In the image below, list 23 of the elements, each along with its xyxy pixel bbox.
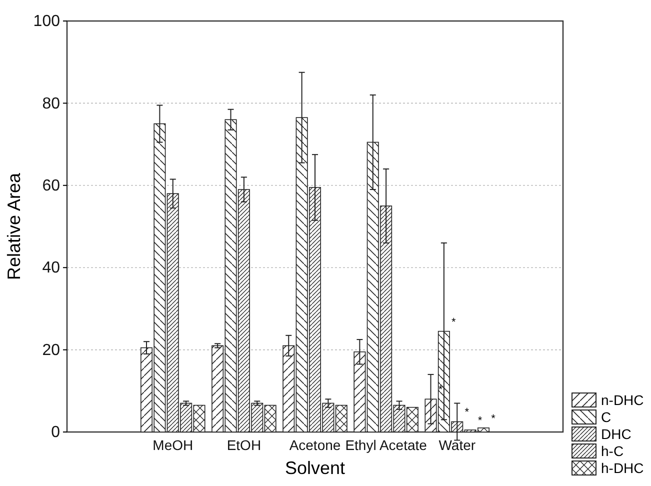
x-axis-title: Solvent xyxy=(284,458,346,478)
legend-label: h-DHC xyxy=(601,460,644,476)
legend-label: n-DHC xyxy=(601,392,644,408)
annotation: * xyxy=(491,412,496,425)
y-tick-label: 60 xyxy=(42,178,60,195)
legend-label: h-C xyxy=(601,443,624,459)
legend-label: DHC xyxy=(601,426,632,442)
x-tick-label: Ethyl Acetate xyxy=(345,436,428,453)
x-tick-label: MeOH xyxy=(152,436,194,453)
annotation: * xyxy=(438,384,444,396)
annotation: * xyxy=(478,414,483,427)
x-tick-label: EtOH xyxy=(226,436,262,453)
y-tick-label: 0 xyxy=(51,424,60,442)
y-tick-label: 100 xyxy=(33,13,60,30)
y-tick-label: 40 xyxy=(42,260,60,277)
x-tick-label: Water xyxy=(438,436,476,453)
legend-label: C xyxy=(601,409,612,425)
y-tick-label: 20 xyxy=(42,342,60,359)
y-axis-title: Relative Area xyxy=(4,172,24,280)
y-tick-label: 80 xyxy=(42,95,60,112)
annotation: * xyxy=(464,406,470,419)
x-tick-label: Acetone xyxy=(289,436,341,453)
annotation: * xyxy=(452,316,457,328)
